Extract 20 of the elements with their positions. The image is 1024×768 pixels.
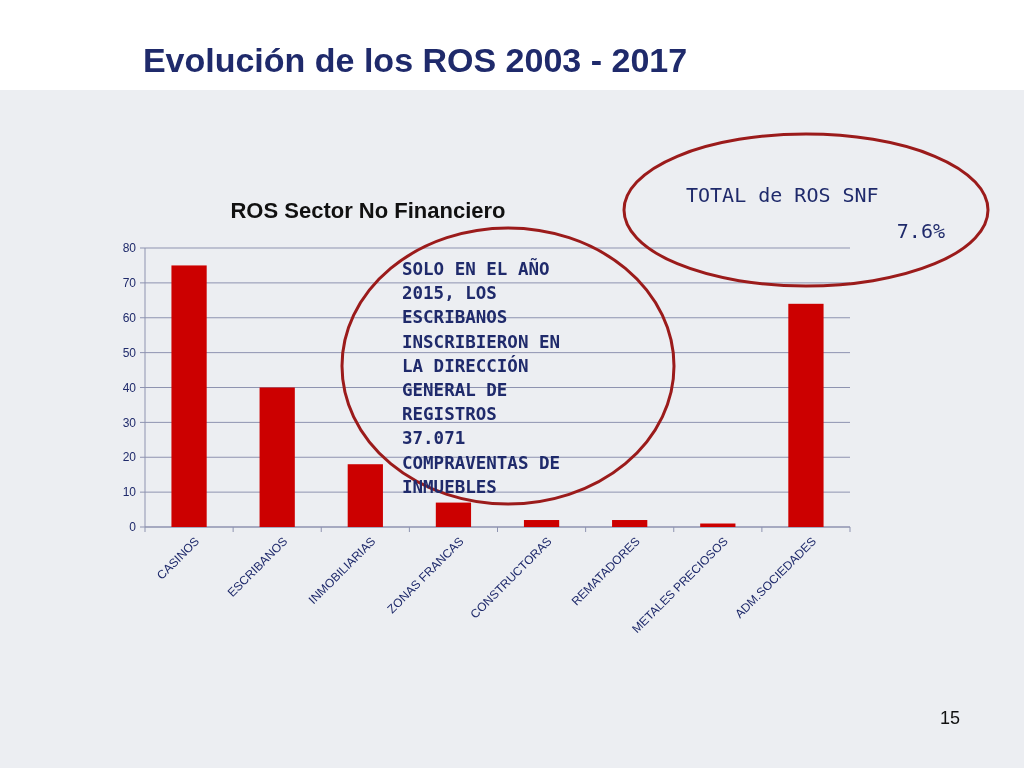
bar	[347, 464, 383, 527]
y-tick-label: 30	[122, 415, 137, 430]
chart-title: Evolución de los ROS 2003 - 2017	[142, 41, 688, 79]
y-tick-label: 60	[122, 310, 137, 325]
bar	[612, 520, 648, 527]
y-tick-label: 10	[122, 485, 137, 500]
chart-subtitle: ROS Sector No Financiero	[230, 198, 506, 223]
y-tick-label: 40	[122, 380, 137, 395]
y-tick-label: 80	[122, 241, 137, 256]
bar	[788, 303, 824, 527]
y-tick-label: 70	[122, 276, 137, 291]
y-tick-label: 50	[122, 345, 137, 360]
bar	[171, 265, 207, 527]
text: 15	[939, 708, 960, 728]
bar	[435, 502, 472, 527]
text: TOTAL de ROS SNF 7.6%	[686, 183, 945, 243]
y-tick-label: 20	[122, 450, 137, 465]
bar	[259, 387, 295, 527]
y-tick-label: 0	[129, 520, 137, 535]
bar	[523, 520, 560, 527]
